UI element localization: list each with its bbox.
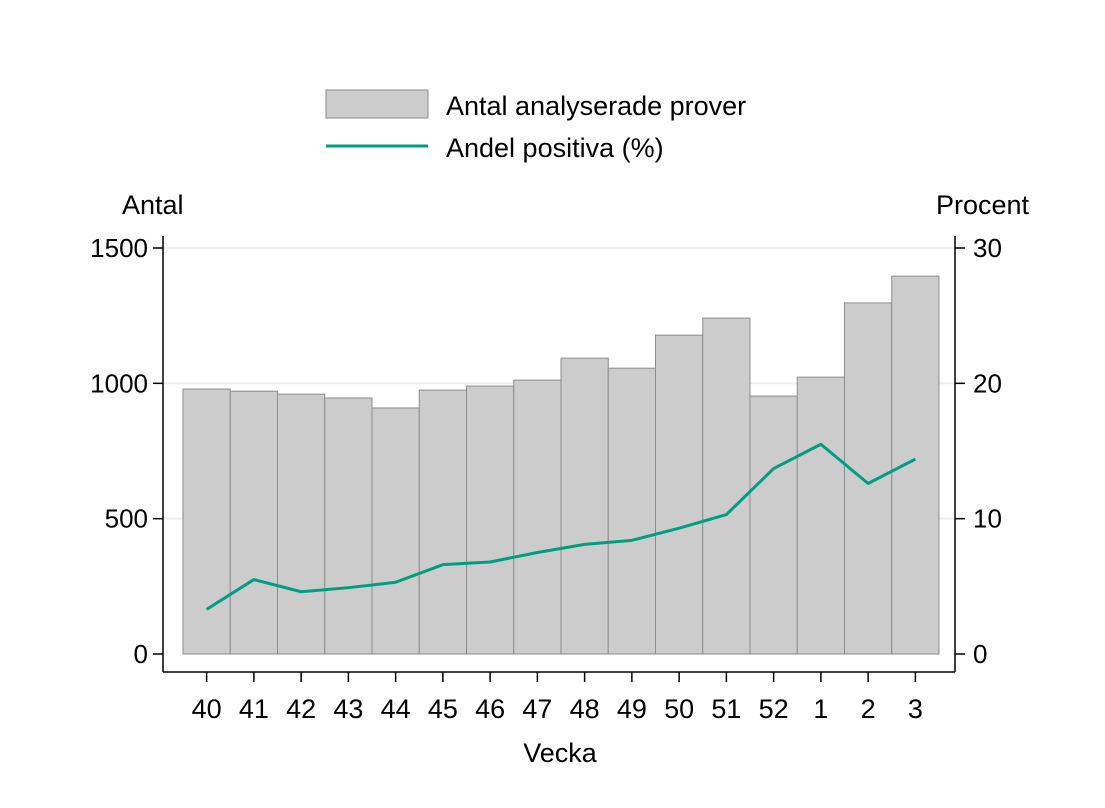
x-axis-label: Vecka <box>523 738 598 768</box>
legend-label-line: Andel positiva (%) <box>446 133 664 163</box>
bar-52 <box>749 395 798 655</box>
x-tick-label: 50 <box>664 694 694 724</box>
x-tick-label: 52 <box>759 694 789 724</box>
x-tick-label: 2 <box>861 694 876 724</box>
y-left-tick-label: 0 <box>134 639 148 669</box>
x-tick-label: 41 <box>239 694 269 724</box>
line-path <box>205 442 917 611</box>
y-right-tick-label: 20 <box>973 368 1002 398</box>
y-axis-left-label: Antal <box>122 190 184 220</box>
bar-1 <box>796 376 845 655</box>
bar-40 <box>182 388 231 655</box>
x-tick-label: 46 <box>475 694 505 724</box>
x-tick-label: 47 <box>522 694 552 724</box>
x-tick-label: 45 <box>428 694 458 724</box>
y-right-tick-label: 10 <box>973 504 1002 534</box>
y-axis-right-label: Procent <box>936 190 1030 220</box>
bar-48 <box>560 357 609 655</box>
bar-41 <box>229 390 278 655</box>
x-tick-label: 48 <box>570 694 600 724</box>
axes: 0 500 1000 1500 0 10 20 30 40 41 42 43 44 45 46 47 48 49 5… <box>90 233 1002 724</box>
x-tick-label: 42 <box>286 694 316 724</box>
y-right-tick-label: 30 <box>973 233 1002 263</box>
y-left-tick-label: 500 <box>105 504 148 534</box>
bar-45 <box>418 389 467 655</box>
bar-47 <box>513 379 562 655</box>
bar-2 <box>844 302 893 655</box>
legend: Antal analyserade prover Andel positiva … <box>325 89 746 163</box>
legend-label-bar: Antal analyserade prover <box>446 91 746 121</box>
x-tick-label: 3 <box>908 694 923 724</box>
bar-44 <box>371 407 420 655</box>
y-left-tick-label: 1500 <box>90 233 148 263</box>
x-tick-label: 40 <box>192 694 222 724</box>
x-tick-label: 44 <box>381 694 411 724</box>
bar-51 <box>702 317 751 655</box>
bar-3 <box>891 275 940 655</box>
bar-49 <box>607 367 656 655</box>
y-left-tick-label: 1000 <box>90 368 148 398</box>
x-tick-label: 51 <box>711 694 741 724</box>
bar-42 <box>277 393 326 655</box>
legend-swatch-bar <box>325 89 429 119</box>
bar-50 <box>655 334 704 655</box>
y-right-tick-label: 0 <box>973 639 987 669</box>
x-tick-label: 1 <box>813 694 828 724</box>
bar-46 <box>466 385 515 655</box>
x-tick-label: 49 <box>617 694 647 724</box>
x-tick-label: 43 <box>333 694 363 724</box>
line-series <box>205 442 917 611</box>
bars <box>182 275 940 655</box>
bar-43 <box>324 397 373 655</box>
